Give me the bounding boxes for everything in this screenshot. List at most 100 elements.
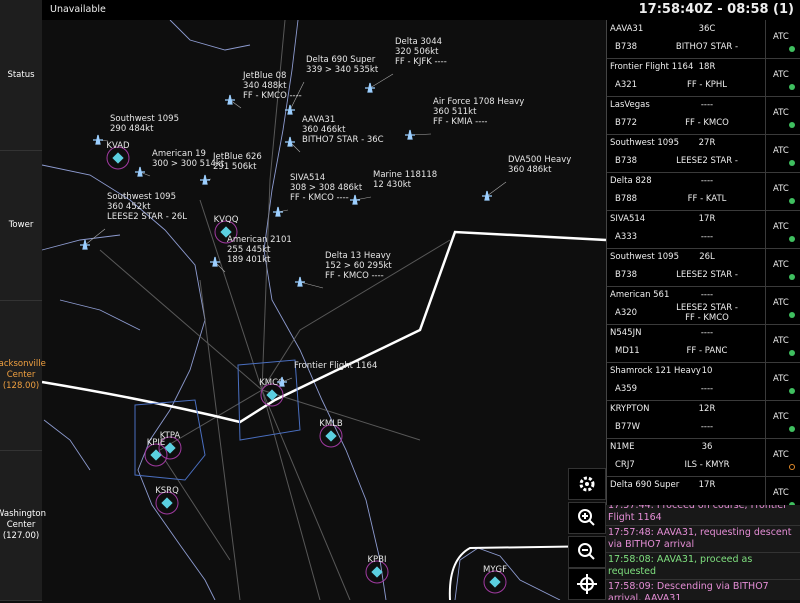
- airways: [99, 19, 451, 600]
- strip-type: A333: [615, 232, 638, 242]
- strip-route: LEESE2 STAR -: [676, 156, 738, 166]
- strip-controller: ATC: [773, 374, 789, 384]
- strip-route: FF - KATL: [687, 194, 727, 204]
- aircraft-datablock: FF - KMIA ----: [433, 117, 487, 127]
- aircraft-datablock: 291 506kt: [213, 162, 257, 172]
- sidebar-label: Tower: [8, 219, 34, 230]
- aircraft-datablock: American 19: [152, 149, 206, 159]
- airport-icon: [266, 389, 278, 401]
- strip-divider: [765, 286, 766, 324]
- strip-divider: [765, 362, 766, 400]
- strip-type: B788: [615, 194, 638, 204]
- flight-strip[interactable]: SIVA514 17R A333 ---- ATC: [607, 210, 800, 249]
- aircraft-icon: [80, 239, 90, 250]
- aircraft-datablock: SIVA514: [290, 173, 325, 183]
- strip-indicator: [789, 388, 795, 394]
- flight-strip[interactable]: KRYPTON 12R B77W ---- ATC: [607, 400, 800, 439]
- flight-strip[interactable]: N1ME 36 CRJ7 ILS - KMYR ATC: [607, 438, 800, 477]
- aircraft-datablock: 360 511kt: [433, 107, 477, 117]
- log-line: 17:58:09: Descending via BITHO7 arrival,…: [606, 580, 800, 600]
- strip-indicator: [789, 350, 795, 356]
- flight-strip[interactable]: Delta 828 ---- B788 FF - KATL ATC: [607, 172, 800, 211]
- strip-divider: [765, 400, 766, 438]
- airspace-ring: [214, 220, 238, 244]
- flight-strip[interactable]: Southwest 1095 27R B738 LEESE2 STAR - ATC: [607, 134, 800, 173]
- strip-indicator: [789, 84, 795, 90]
- strip-runway: 17R: [698, 480, 716, 490]
- strip-type: A320: [615, 308, 638, 318]
- strip-runway: 36C: [698, 24, 716, 34]
- aircraft-datablock: JetBlue 626: [212, 152, 262, 162]
- sidebar-item[interactable]: Tower: [0, 150, 42, 301]
- strip-callsign: KRYPTON: [610, 404, 650, 414]
- aircraft-icon: [225, 94, 235, 105]
- airport-label: KVQQ: [214, 215, 239, 225]
- strip-callsign: N545JN: [610, 328, 642, 338]
- flight-strip[interactable]: Shamrock 121 Heavy 10 A359 ---- ATC: [607, 362, 800, 401]
- leader-line: [299, 281, 324, 289]
- airport-icon: [161, 497, 173, 509]
- leader-line: [369, 73, 394, 89]
- aircraft-icon: [93, 134, 103, 145]
- clock: 17:58:40Z - 08:58 (1): [638, 2, 794, 17]
- flight-strip[interactable]: American 561 ---- A320 LEESE2 STAR - FF - KM…: [607, 286, 800, 325]
- aircraft-datablock: Southwest 1095: [110, 114, 179, 124]
- airport-icon: [325, 430, 337, 442]
- strip-route: ----: [700, 384, 714, 394]
- strip-callsign: Southwest 1095: [610, 252, 679, 262]
- flight-strip[interactable]: Frontier Flight 1164 18R A321 FF - KPHL ATC: [607, 58, 800, 97]
- leader-line: [281, 377, 293, 383]
- strip-runway: 12R: [698, 404, 716, 414]
- airport-icon: [112, 152, 124, 164]
- aircraft-icon: [295, 276, 305, 287]
- aircraft-datablock: Delta 690 Super: [306, 55, 376, 65]
- strip-divider: [765, 134, 766, 172]
- strip-type: MD11: [615, 346, 640, 356]
- strip-divider: [765, 248, 766, 286]
- sidebar-item[interactable]: Washington Center (127.00): [0, 450, 46, 601]
- settings-button[interactable]: [568, 468, 606, 500]
- strip-indicator: [789, 122, 795, 128]
- strip-route: BITHO7 STAR -: [675, 42, 739, 52]
- coastline: [41, 19, 561, 600]
- leader-line: [84, 228, 106, 246]
- airway: [261, 19, 321, 600]
- flight-strip[interactable]: N545JN ---- MD11 FF - PANC ATC: [607, 324, 800, 363]
- aircraft-datablock: FF - KMCO ----: [325, 271, 384, 281]
- sidebar-item[interactable]: Jacksonville Center (128.00): [0, 300, 46, 451]
- strip-runway: 36: [701, 442, 713, 452]
- strip-type: B738: [615, 270, 638, 280]
- strip-runway: 26L: [699, 252, 715, 262]
- strip-divider: [765, 438, 766, 476]
- zoom-out-button[interactable]: [568, 536, 606, 568]
- aircraft-datablock: 290 484kt: [110, 124, 154, 134]
- aircraft-datablock: FF - KMCO ----: [290, 193, 349, 203]
- leader-line: [289, 81, 305, 111]
- strip-divider: [765, 324, 766, 362]
- sidebar-frequency: (127.00): [2, 530, 40, 541]
- airport-label: KMCO: [259, 378, 285, 388]
- strip-controller: ATC: [773, 32, 789, 42]
- airport-icon: [220, 226, 232, 238]
- flight-strip[interactable]: Southwest 1095 26L B738 LEESE2 STAR - ATC: [607, 248, 800, 287]
- aircraft-icon: [210, 256, 220, 267]
- flight-strip[interactable]: Delta 690 Super 17R ATC: [607, 476, 800, 505]
- center-button[interactable]: [568, 568, 606, 600]
- strip-route: FF - KMCO: [685, 118, 729, 128]
- aircraft-datablock: FF - KMCO ----: [243, 91, 302, 101]
- sidebar-item[interactable]: Status: [0, 0, 42, 151]
- airspace-ring: [144, 443, 168, 467]
- flight-strip[interactable]: LasVegas ---- B772 FF - KMCO ATC: [607, 96, 800, 135]
- aircraft-datablock: Marine 118118: [373, 170, 437, 180]
- strip-divider: [765, 96, 766, 134]
- flight-strip[interactable]: AAVA31 36C B738 BITHO7 STAR - ATC: [607, 20, 800, 59]
- strip-controller: ATC: [773, 70, 789, 80]
- aircraft-icon: [482, 190, 492, 201]
- zoom-in-button[interactable]: [568, 502, 606, 534]
- strip-indicator: [789, 274, 795, 280]
- strip-indicator: [789, 502, 795, 505]
- strip-type: B772: [615, 118, 638, 128]
- top-bar: Unavailable 17:58:40Z - 08:58 (1): [42, 0, 800, 20]
- aircraft-datablock: Southwest 1095: [107, 192, 176, 202]
- strip-indicator: [789, 46, 795, 52]
